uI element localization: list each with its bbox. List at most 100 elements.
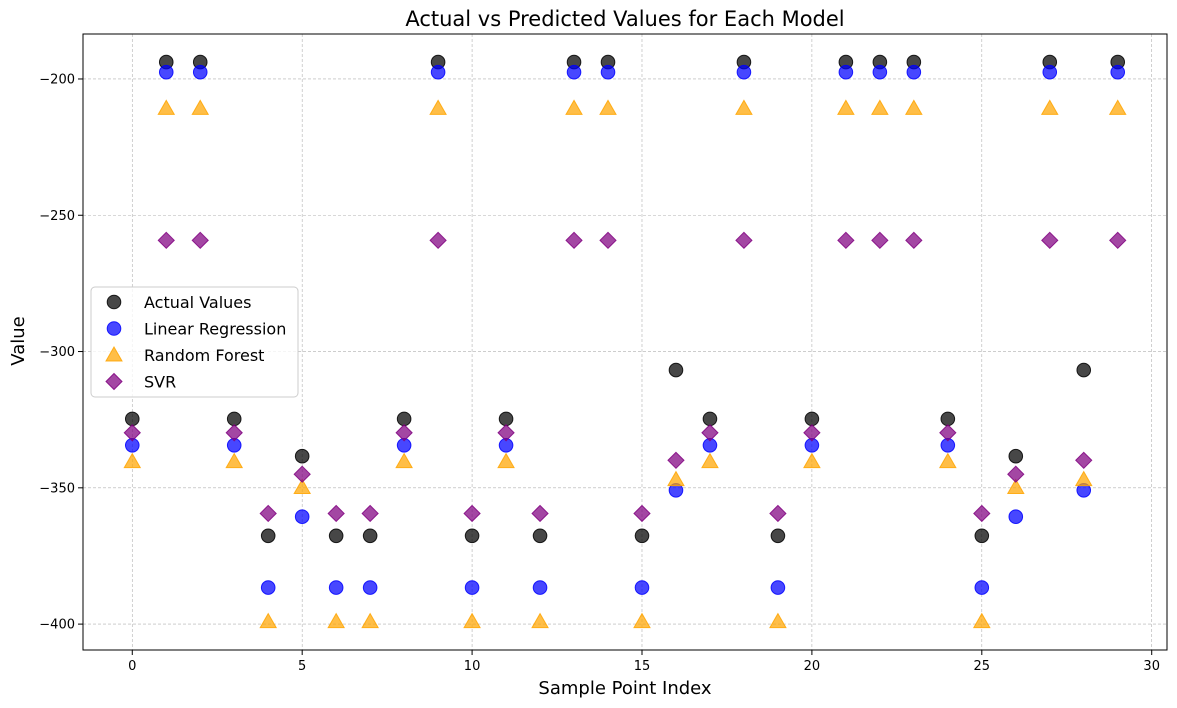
- data-point: [361, 612, 380, 629]
- data-point: [294, 448, 310, 464]
- data-point: [497, 452, 515, 469]
- x-tick-label: 20: [804, 659, 821, 674]
- data-point: [906, 64, 922, 80]
- data-point: [837, 231, 855, 250]
- legend-label: Actual Values: [144, 293, 251, 312]
- data-point: [260, 528, 276, 544]
- y-tick-label: −300: [39, 345, 75, 360]
- data-point: [463, 612, 481, 629]
- data-point: [634, 580, 650, 595]
- data-point: [361, 504, 379, 523]
- data-point: [1074, 470, 1093, 487]
- data-point: [225, 452, 244, 469]
- data-point: [599, 231, 617, 250]
- data-point: [939, 424, 957, 442]
- data-point: [940, 411, 956, 427]
- y-tick-label: −350: [39, 481, 75, 496]
- data-point: [463, 504, 481, 523]
- data-point: [259, 612, 278, 629]
- data-point: [769, 612, 787, 629]
- data-point: [429, 99, 447, 115]
- data-point: [600, 64, 616, 80]
- data-point: [362, 580, 378, 595]
- data-point: [701, 424, 719, 442]
- data-point: [905, 231, 923, 250]
- data-point: [736, 64, 752, 80]
- data-point: [1041, 231, 1059, 250]
- x-tick-label: 0: [128, 659, 136, 674]
- data-point: [1110, 64, 1126, 80]
- plot-area-frame: [82, 33, 1168, 651]
- legend-box: [90, 286, 299, 398]
- chart-title: Actual vs Predicted Values for Each Mode…: [405, 7, 844, 31]
- data-point: [566, 64, 582, 80]
- data-point: [973, 504, 991, 523]
- data-point: [667, 451, 685, 470]
- data-point: [769, 504, 787, 523]
- data-point: [532, 580, 548, 595]
- data-point: [497, 424, 515, 442]
- axis-ticks: 0 5 10 15 20 25 30 −400 −350 −300 −250 −200: [39, 72, 1160, 674]
- data-point: [667, 470, 685, 487]
- data-point: [870, 99, 889, 115]
- data-point: [191, 231, 209, 250]
- data-point: [464, 580, 480, 595]
- x-tick-label: 30: [1143, 659, 1160, 674]
- data-point: [191, 99, 210, 115]
- data-point: [158, 64, 174, 80]
- data-point: [1076, 362, 1092, 378]
- data-point: [804, 411, 820, 427]
- data-point: [429, 231, 447, 250]
- data-point: [396, 411, 412, 427]
- data-point: [1008, 448, 1024, 464]
- data-point: [701, 452, 719, 469]
- data-point: [225, 424, 243, 442]
- data-point: [770, 580, 786, 595]
- data-point: [1109, 231, 1127, 250]
- data-point: [1042, 64, 1058, 80]
- data-point: [599, 99, 617, 115]
- y-tick-label: −200: [39, 72, 75, 87]
- data-point: [226, 411, 242, 427]
- y-tick-label: −250: [39, 209, 75, 224]
- data-point: [871, 231, 889, 250]
- data-point: [803, 424, 821, 442]
- data-point: [668, 362, 684, 378]
- data-point: [259, 504, 277, 523]
- y-axis-title: Value: [8, 316, 29, 365]
- data-point: [260, 580, 276, 595]
- data-point: [293, 465, 311, 483]
- data-point: [1108, 99, 1127, 115]
- data-point: [157, 231, 175, 250]
- data-point: [633, 504, 651, 523]
- legend-marker: [105, 345, 123, 362]
- data-point: [395, 452, 413, 469]
- legend-marker: [105, 372, 123, 391]
- data-point: [735, 231, 753, 250]
- series-actual-values: [124, 54, 1126, 544]
- data-point: [904, 99, 923, 115]
- legend-marker: [106, 294, 122, 310]
- data-point: [192, 64, 208, 80]
- data-point: [770, 528, 786, 544]
- data-point: [293, 478, 312, 495]
- data-point: [633, 612, 651, 629]
- data-point: [328, 580, 344, 595]
- legend-label: Random Forest: [144, 346, 264, 365]
- data-point: [430, 64, 446, 80]
- data-point: [974, 580, 990, 595]
- data-point: [634, 528, 650, 544]
- data-point: [294, 509, 310, 525]
- data-point: [531, 504, 549, 523]
- legend: Actual Values Linear Regression Random For…: [90, 286, 299, 398]
- x-tick-label: 25: [974, 659, 991, 674]
- data-point: [1008, 509, 1024, 525]
- data-point: [837, 99, 855, 115]
- data-point: [123, 424, 141, 442]
- data-point: [362, 528, 378, 544]
- data-point: [532, 528, 548, 544]
- x-tick-label: 5: [298, 659, 306, 674]
- x-axis-title: Sample Point Index: [538, 678, 712, 699]
